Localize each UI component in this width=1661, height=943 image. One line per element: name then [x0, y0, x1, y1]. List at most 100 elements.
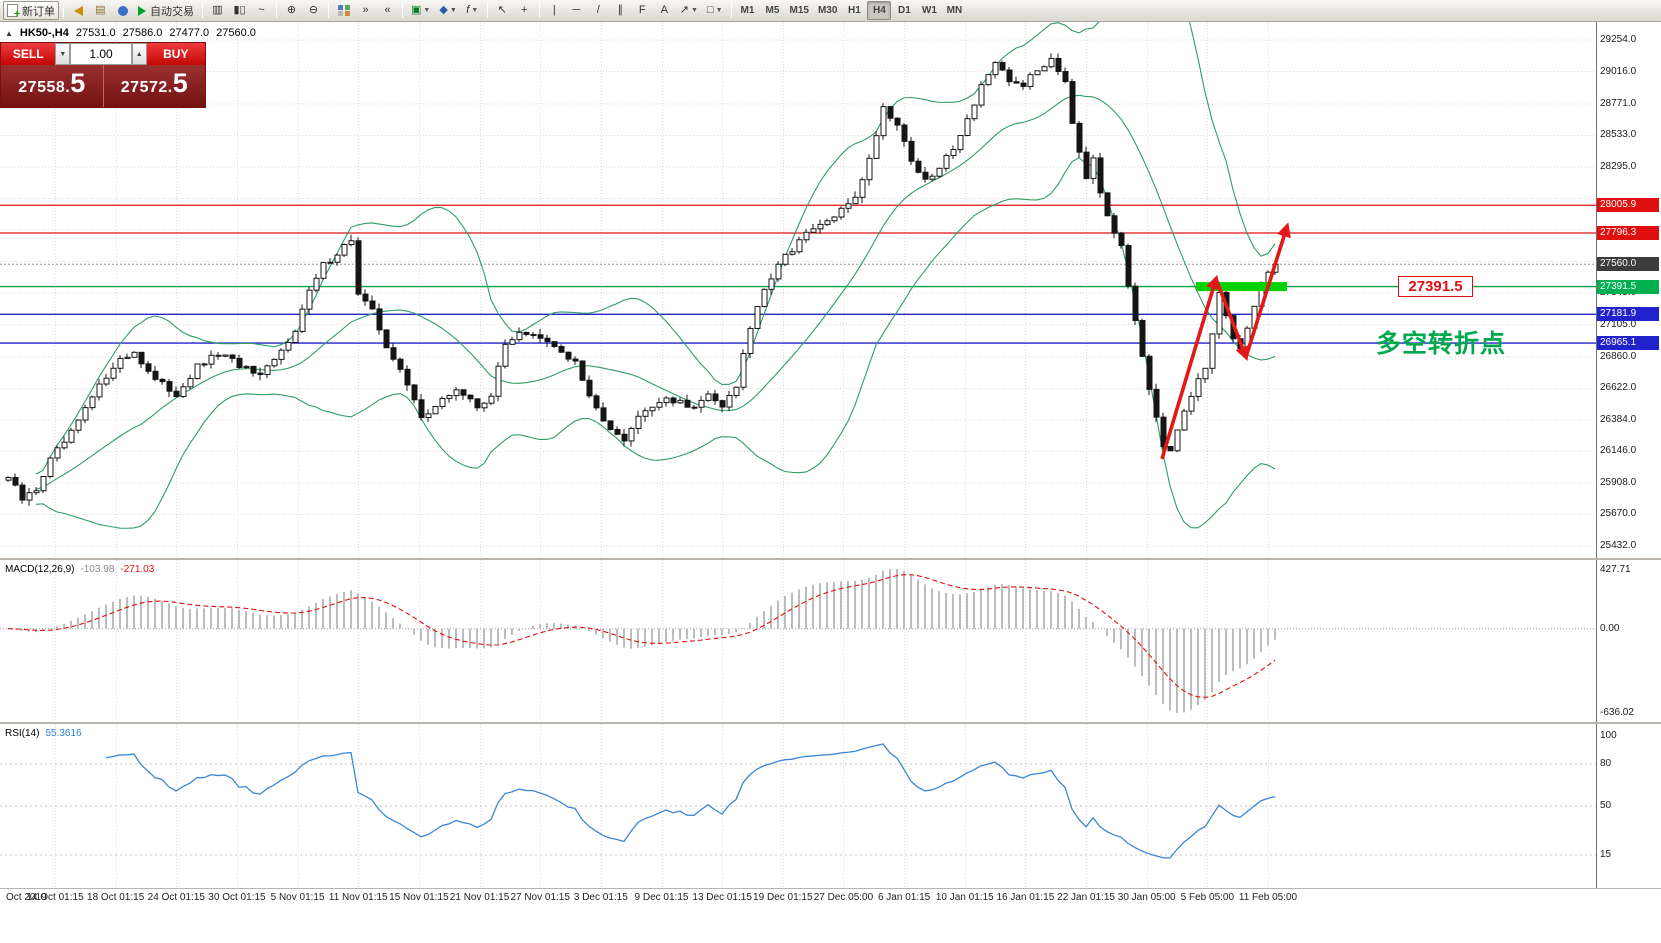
- macd-name: MACD(12,26,9): [5, 564, 75, 575]
- auto-trading-button[interactable]: 自动交易: [134, 1, 198, 20]
- candles-layer: [5, 53, 1279, 506]
- candlestick-chart-icon: ▮▯: [233, 4, 246, 16]
- dropdown-arrow-icon: ▼: [690, 7, 698, 14]
- horizontal-line-button[interactable]: ─: [566, 1, 587, 20]
- volume-increase-button[interactable]: ▲: [131, 43, 147, 65]
- tile-windows-icon: [337, 5, 350, 16]
- community-button[interactable]: [112, 1, 133, 20]
- bollinger-bands-layer: [35, 22, 1276, 529]
- level-lines-layer: [0, 204, 1596, 344]
- crosshair-button[interactable]: +: [514, 1, 535, 20]
- candlestick-chart-button[interactable]: ▮▯: [229, 1, 250, 20]
- line-chart-button[interactable]: ~: [251, 1, 272, 20]
- new-chart-button[interactable]: ▣ ▼: [407, 1, 434, 20]
- arrow-tool-icon: ↗: [679, 4, 689, 16]
- cursor-button[interactable]: ↖: [492, 1, 513, 20]
- timeframe-button-H1[interactable]: H1: [848, 5, 861, 16]
- new-order-icon: [7, 4, 20, 20]
- timeframe-button-W1[interactable]: W1: [921, 5, 937, 16]
- zoom-in-button[interactable]: ⊕: [281, 1, 302, 20]
- toolbar-separator: [328, 3, 329, 18]
- toolbar-separator: [63, 3, 64, 18]
- timeframe-button-D1[interactable]: D1: [898, 5, 911, 16]
- main-toolbar: 新订单 ▤ 自动交易 ▥ ▮▯ ~ ⊕ ⊖ » « ▣▼ ◆▼ f▼ ↖ + |…: [0, 0, 1661, 22]
- macd-signal-value: -271.03: [120, 564, 155, 575]
- highlight-level-bar[interactable]: [1196, 282, 1287, 292]
- one-click-trading-panel: SELL ▼ 1.00 ▲ BUY 27558. 5 27572. 5: [0, 42, 206, 108]
- panel-separator[interactable]: [0, 558, 1661, 560]
- level-price-callout[interactable]: 27391.5: [1398, 275, 1473, 297]
- cursor-icon: ↖: [497, 4, 507, 16]
- collapse-panel-icon[interactable]: ▲: [5, 28, 13, 38]
- trend-arrow[interactable]: [1214, 278, 1250, 361]
- sound-button[interactable]: [68, 1, 89, 20]
- open-value: 27531.0: [75, 27, 116, 39]
- close-value: 27560.0: [216, 27, 256, 39]
- zoom-out-button[interactable]: ⊖: [303, 1, 324, 20]
- buy-price: 27572.: [120, 79, 173, 96]
- horizontal-line-icon: ─: [572, 4, 581, 16]
- dropdown-arrow-icon: ▼: [449, 7, 457, 14]
- equidistant-channel-icon: ∥: [617, 4, 624, 16]
- arrows-tool-button[interactable]: ↗ ▼: [676, 1, 702, 20]
- text-button[interactable]: A: [654, 1, 675, 20]
- indicators-button[interactable]: f ▼: [462, 1, 483, 20]
- timeframe-button-MN[interactable]: MN: [946, 5, 963, 16]
- volume-decrease-button[interactable]: ▼: [55, 43, 71, 65]
- chart-shift-button[interactable]: «: [377, 1, 398, 20]
- volume-input[interactable]: 1.00: [70, 43, 132, 65]
- dropdown-arrow-icon: ▼: [715, 7, 723, 14]
- toolbar-separator: [202, 3, 203, 18]
- timeframe-toolbar: M1 M5 M15 M30 H1 H4 D1 W1 MN: [736, 1, 967, 20]
- buy-button[interactable]: BUY: [146, 43, 206, 65]
- new-order-button[interactable]: 新订单: [3, 1, 59, 20]
- panel-separator[interactable]: [0, 722, 1661, 724]
- news-button[interactable]: ▤: [90, 1, 111, 20]
- trend-arrow[interactable]: [1244, 222, 1291, 358]
- channel-button[interactable]: ∥: [610, 1, 631, 20]
- sell-price-big-digit: 5: [70, 68, 86, 98]
- profiles-button[interactable]: ◆ ▼: [435, 1, 460, 20]
- trend-note-text[interactable]: 多空转折点: [1376, 329, 1507, 358]
- profiles-icon: ◆: [439, 4, 448, 16]
- fibonacci-icon: F: [638, 4, 646, 16]
- auto-scroll-button[interactable]: »: [355, 1, 376, 20]
- sell-price: 27558.: [18, 79, 71, 96]
- news-icon: ▤: [95, 4, 106, 16]
- chart-shift-icon: «: [384, 4, 391, 16]
- buy-price-button[interactable]: 27572. 5: [103, 65, 205, 107]
- crosshair-icon: +: [521, 4, 528, 16]
- community-icon: [117, 5, 128, 16]
- shapes-button[interactable]: □ ▼: [703, 1, 727, 20]
- dropdown-arrow-icon: ▼: [471, 7, 479, 14]
- timeframe-button-M15[interactable]: M15: [789, 5, 809, 16]
- rsi-label: RSI(14) 55.3616: [5, 728, 82, 739]
- symbol-period-label: HK50-,H4: [19, 27, 69, 39]
- rsi-value: 55.3616: [45, 728, 82, 739]
- line-chart-icon: ~: [258, 4, 265, 16]
- sell-button[interactable]: SELL: [1, 43, 56, 65]
- timeframe-button-M1[interactable]: M1: [740, 5, 755, 16]
- trendline-button[interactable]: /: [588, 1, 609, 20]
- chart-title: ▲ HK50-,H4 27531.0 27586.0 27477.0 27560…: [5, 27, 256, 39]
- speaker-icon: [74, 5, 83, 16]
- trendline-icon: /: [596, 4, 600, 16]
- new-chart-icon: ▣: [411, 4, 422, 16]
- zoom-in-icon: ⊕: [286, 4, 297, 16]
- toolbar-separator: [276, 3, 277, 18]
- fibonacci-button[interactable]: F: [632, 1, 653, 20]
- sell-price-button[interactable]: 27558. 5: [1, 65, 104, 107]
- dropdown-arrow-icon: ▼: [423, 7, 431, 14]
- macd-main-value: -103.98: [80, 564, 115, 575]
- vertical-line-button[interactable]: |: [544, 1, 565, 20]
- rsi-name: RSI(14): [5, 728, 40, 739]
- tile-windows-button[interactable]: [333, 1, 354, 20]
- bar-chart-button[interactable]: ▥: [207, 1, 228, 20]
- timeframe-button-M5[interactable]: M5: [765, 5, 780, 16]
- timeframe-button-H4[interactable]: H4: [867, 1, 892, 20]
- annotations-layer: [1160, 222, 1291, 460]
- timeframe-button-M30[interactable]: M30: [817, 5, 838, 16]
- trend-arrow[interactable]: [1160, 274, 1221, 460]
